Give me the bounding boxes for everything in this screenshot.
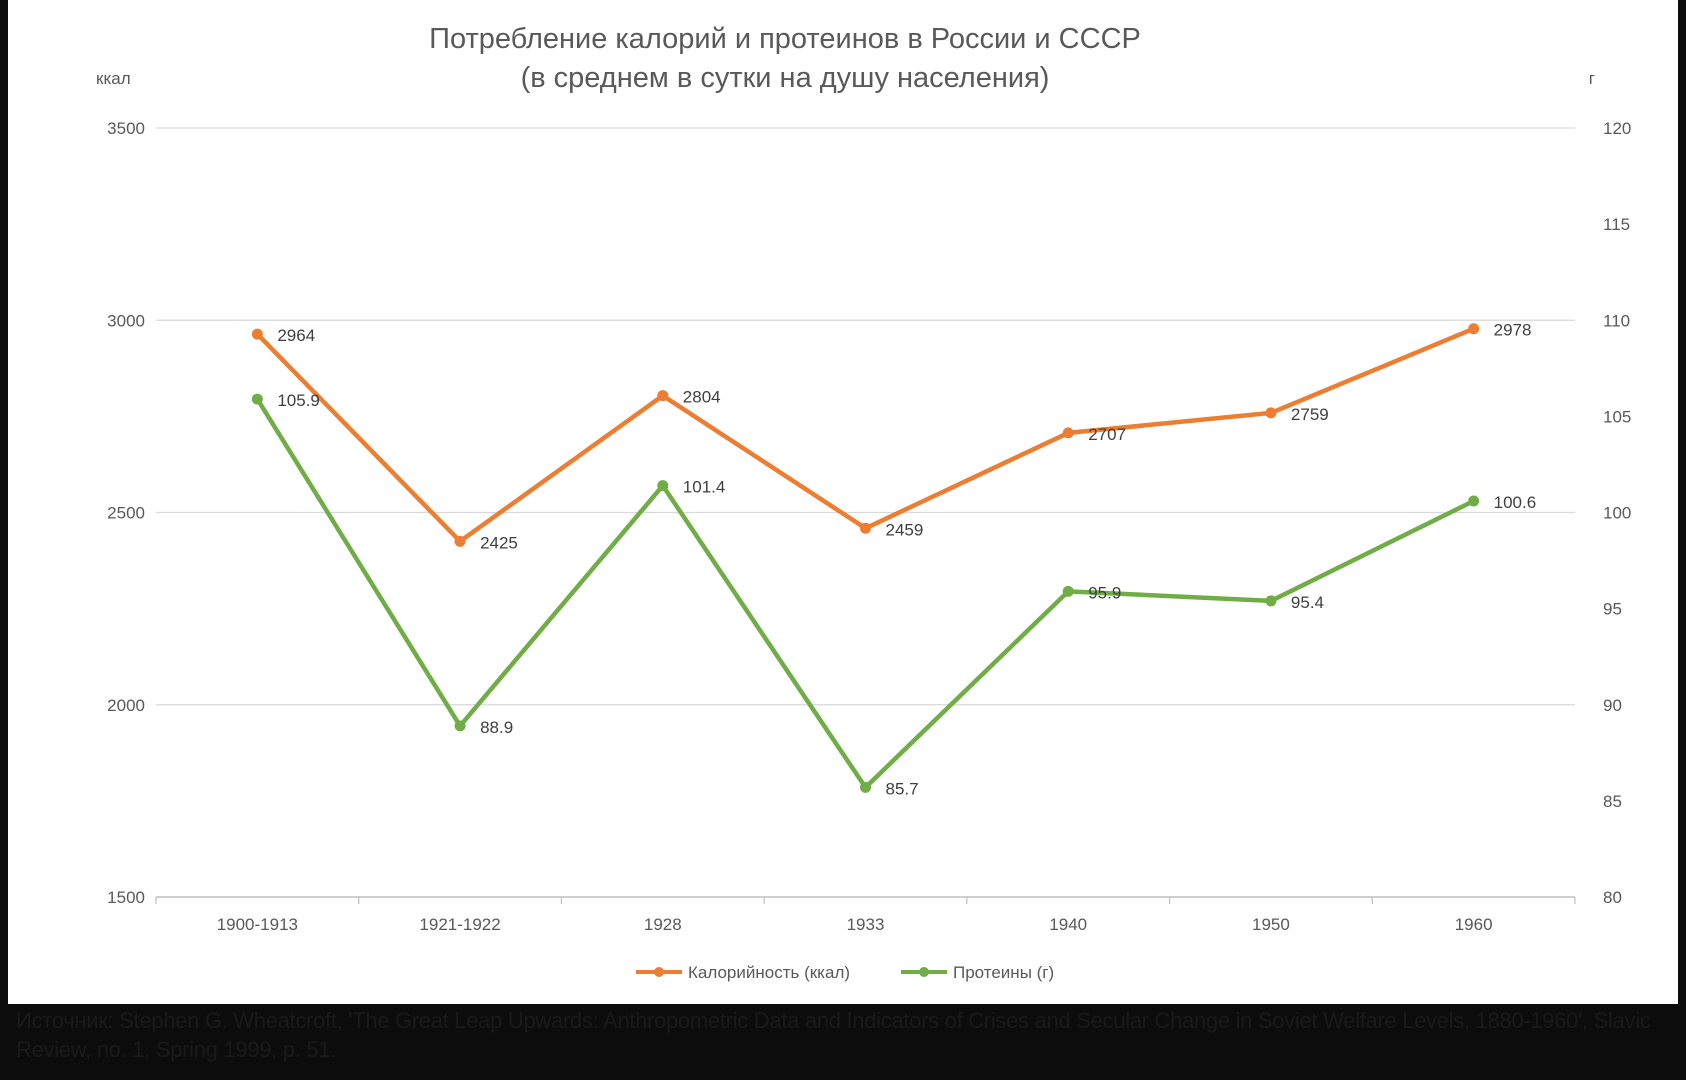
- data-point: [657, 390, 669, 402]
- data-label: 95.9: [1088, 583, 1121, 602]
- y-right-tick-label: 80: [1603, 888, 1622, 907]
- data-label: 2804: [683, 388, 721, 407]
- data-point: [1265, 407, 1277, 419]
- data-label: 88.9: [480, 718, 513, 737]
- x-tick-label: 1940: [1049, 915, 1087, 934]
- y-right-tick-label: 105: [1603, 407, 1631, 426]
- gridlines: [156, 127, 1575, 706]
- y-left-tick-label: 3500: [107, 119, 145, 138]
- series-line-1: [255, 326, 1476, 544]
- data-label: 95.4: [1291, 593, 1324, 612]
- x-tick-label: 1921-1922: [419, 915, 500, 934]
- data-point: [251, 328, 263, 340]
- legend-swatch-marker: [654, 967, 664, 977]
- y-left-tick-label: 3000: [107, 311, 145, 330]
- x-tick-label: 1900-1913: [217, 915, 298, 934]
- data-label: 101.4: [683, 478, 726, 497]
- data-point: [1265, 595, 1277, 607]
- legend-label: Калорийность (ккал): [688, 963, 850, 982]
- y-right-tick-label: 90: [1603, 696, 1622, 715]
- data-label: 105.9: [277, 391, 320, 410]
- data-point: [251, 393, 263, 405]
- data-label: 2459: [886, 520, 924, 539]
- source-note: Источник: Stephen G. Wheatcroft, 'The Gr…: [16, 1008, 1651, 1062]
- y-left-tick-label: 2000: [107, 696, 145, 715]
- data-label: 2978: [1494, 321, 1532, 340]
- chart-subtitle: (в среднем в сутки на душу населения): [521, 62, 1050, 94]
- legend: Калорийность (ккал) Протеины (г): [636, 963, 1054, 982]
- data-point: [454, 720, 466, 732]
- y-left-tick-label: 2500: [107, 504, 145, 523]
- legend-label: Протеины (г): [953, 963, 1054, 982]
- data-point: [657, 480, 669, 492]
- chart-area: Потребление калорий и протеинов в России…: [8, 0, 1678, 1004]
- axes: 1500 2000 2500 3000 3500 80 85 90 95 100 105 110 115…: [107, 119, 1631, 934]
- x-tick-label: 1950: [1252, 915, 1290, 934]
- legend-swatch-marker: [919, 967, 929, 977]
- line-chart: Потребление калорий и протеинов в России…: [96, 23, 1631, 982]
- y-left-tick-label: 1500: [107, 888, 145, 907]
- y-right-tick-label: 110: [1603, 311, 1630, 330]
- x-tick-label: 1960: [1455, 915, 1493, 934]
- data-label: 100.6: [1494, 493, 1537, 512]
- data-point: [1468, 323, 1480, 335]
- y-right-tick-label: 95: [1603, 600, 1622, 619]
- data-label: 2964: [277, 326, 315, 345]
- right-axis-unit: г: [1589, 69, 1595, 88]
- data-point: [1468, 495, 1480, 507]
- y-right-tick-label: 85: [1603, 792, 1622, 811]
- y-right-tick-label: 120: [1603, 119, 1631, 138]
- chart-title: Потребление калорий и протеинов в России…: [429, 23, 1141, 55]
- data-point: [860, 522, 871, 534]
- x-tick-label: 1928: [644, 915, 682, 934]
- data-point: [1062, 427, 1074, 439]
- left-axis-unit: ккал: [96, 69, 131, 88]
- data-point: [1062, 585, 1074, 597]
- data-label: 2707: [1088, 425, 1126, 444]
- y-right-tick-label: 100: [1603, 504, 1631, 523]
- y-right-tick-label: 115: [1603, 215, 1630, 234]
- x-tick-label: 1933: [847, 915, 885, 934]
- series: 2964 2425 2804 2459 2707 2759 2978 105.9 88.9 101…: [251, 321, 1537, 798]
- data-label: 2759: [1291, 405, 1329, 424]
- data-point: [860, 781, 871, 793]
- data-label: 2425: [480, 533, 518, 552]
- data-label: 85.7: [886, 779, 919, 798]
- data-point: [454, 535, 466, 547]
